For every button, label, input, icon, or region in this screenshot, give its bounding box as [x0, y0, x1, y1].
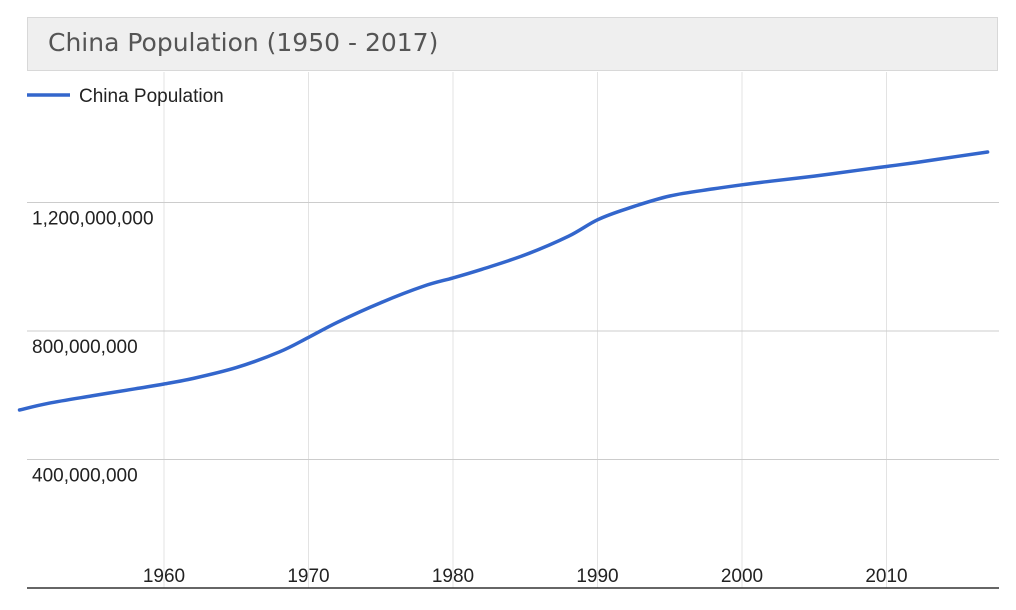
tick-label-layer: 1960 1970 1980 1990 2000 2010 400,000,000 800,0…	[32, 208, 908, 587]
series-layer	[17, 150, 990, 412]
x-tick-label: 1970	[287, 566, 329, 587]
x-tick-label: 2000	[721, 566, 763, 587]
x-tick-label: 2010	[865, 566, 907, 587]
x-tick-label: 1960	[143, 566, 185, 587]
x-tick-label: 1990	[576, 566, 618, 587]
series-line	[17, 150, 990, 412]
legend-label: China Population	[79, 86, 224, 107]
grid-layer	[27, 72, 999, 588]
chart-title: China Population (1950 - 2017)	[48, 28, 439, 57]
x-tick-label: 1980	[432, 566, 474, 587]
chart-title-bar: China Population (1950 - 2017)	[27, 17, 998, 71]
y-tick-label: 400,000,000	[32, 465, 138, 486]
y-tick-label: 800,000,000	[32, 337, 138, 358]
y-tick-label: 1,200,000,000	[32, 208, 154, 229]
legend: China Population	[27, 86, 224, 107]
